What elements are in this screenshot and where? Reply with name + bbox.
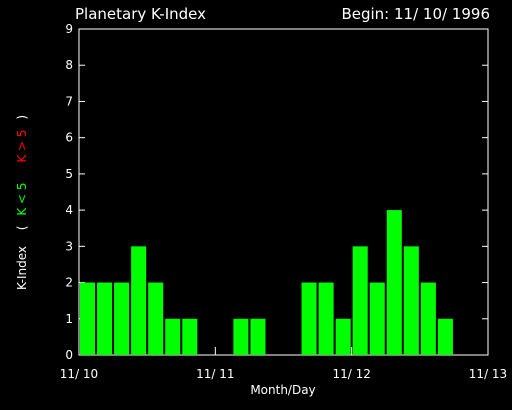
- y-axis-label: K-Index: [15, 246, 29, 290]
- bar: [97, 282, 113, 355]
- y-tick-label: 6: [65, 131, 73, 145]
- y-tick-label: 7: [65, 94, 73, 108]
- bar: [369, 282, 385, 355]
- x-axis-label: Month/Day: [250, 383, 315, 397]
- y-tick-label: 3: [65, 239, 73, 253]
- bar: [233, 318, 249, 355]
- legend-bracket: (: [15, 226, 29, 231]
- y-tick-label: 4: [65, 203, 73, 217]
- bar: [437, 318, 453, 355]
- y-tick-label: 2: [65, 276, 73, 290]
- bar: [182, 318, 198, 355]
- bar: [420, 282, 436, 355]
- legend-entry: K > 5: [15, 129, 29, 162]
- bar: [250, 318, 266, 355]
- bar: [403, 246, 419, 355]
- x-tick-label: 11/ 12: [332, 367, 370, 381]
- bar: [165, 318, 181, 355]
- bar: [301, 282, 317, 355]
- y-tick-label: 1: [65, 312, 73, 326]
- x-tick-label: 11/ 11: [196, 367, 234, 381]
- bar: [386, 210, 402, 355]
- bar: [80, 282, 96, 355]
- chart-subtitle: Begin: 11/ 10/ 1996: [341, 5, 490, 23]
- bar: [318, 282, 334, 355]
- bar: [131, 246, 147, 355]
- legend-entry: K < 5: [15, 182, 29, 215]
- y-axis-label-group: K-Index ( K < 5 K > 5 ): [15, 115, 29, 290]
- y-tick-label: 9: [65, 22, 73, 36]
- bar: [114, 282, 130, 355]
- y-tick-label: 5: [65, 167, 73, 181]
- bar: [352, 246, 368, 355]
- bar: [148, 282, 164, 355]
- x-tick-label: 11/ 10: [60, 367, 98, 381]
- x-tick-label: 11/ 13: [469, 367, 507, 381]
- y-tick-label: 8: [65, 58, 73, 72]
- y-tick-label: 0: [65, 348, 73, 362]
- legend-bracket: ): [15, 115, 29, 120]
- chart-title: Planetary K-Index: [75, 5, 206, 23]
- bar: [335, 318, 351, 355]
- plot-frame: [78, 28, 489, 356]
